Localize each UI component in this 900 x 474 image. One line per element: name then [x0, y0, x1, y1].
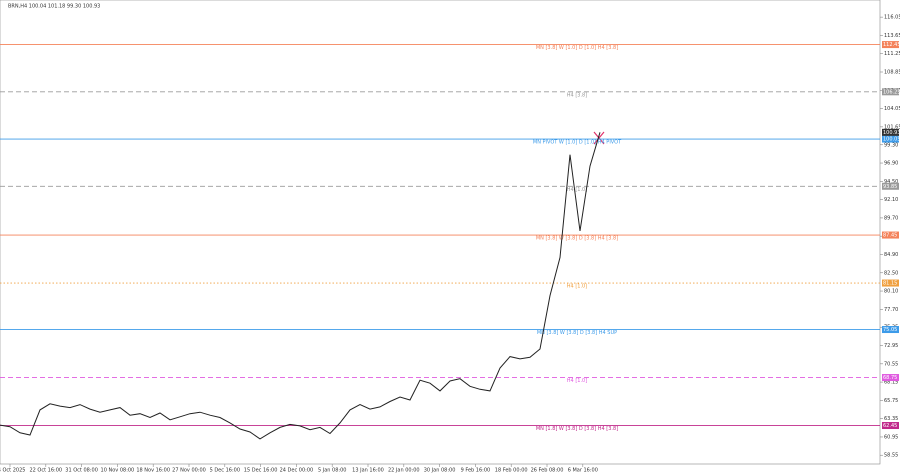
price-box [882, 279, 899, 287]
y-tick-label: 80.10 [884, 289, 898, 295]
x-tick-label: 30 Jan 08:00 [424, 468, 456, 474]
y-tick-label: 116.05 [884, 15, 900, 21]
level-tag: MN [1.8] W [3.8] D [3.8] H4 [3.8] [536, 426, 618, 432]
y-tick-label: 94.50 [884, 179, 898, 185]
current-price-label: 100.93 [883, 130, 900, 136]
y-tick-label: 65.75 [884, 398, 898, 404]
cross-marker [593, 131, 605, 145]
price-box [882, 182, 899, 190]
y-tick-label: 89.70 [884, 215, 898, 221]
price-box-label: 68.75 [883, 375, 897, 381]
plot-frame [0, 0, 881, 465]
price-box-label: 100.05 [883, 137, 900, 143]
x-tick-label: 9 Feb 16:00 [461, 468, 491, 474]
x-tick-label: 15 Dec 16:00 [244, 468, 278, 474]
y-tick-label: 77.70 [884, 307, 898, 313]
level-tag: MN [3.8] W [3.8] D [3.8] H4 [3.8] [536, 236, 618, 242]
y-tick-label: 72.95 [884, 343, 898, 349]
y-tick-label: 104.05 [884, 106, 900, 112]
level-tag: MN [3.8] W [3.8] D [3.8] H4 SUP [537, 330, 617, 336]
y-tick-label: 92.10 [884, 197, 898, 203]
price-box-label: 75.05 [883, 327, 897, 333]
price-box-label: 106.25 [883, 89, 900, 95]
price-box-label: 93.85 [883, 184, 897, 190]
x-tick-label: 18 Feb 00:00 [495, 468, 528, 474]
price-box [882, 326, 899, 334]
x-tick-label: 13 Jan 16:00 [352, 468, 384, 474]
y-tick-label: 111.25 [884, 51, 900, 57]
level-tag: H4 [3.8] [567, 92, 587, 98]
price-box [882, 231, 899, 239]
y-tick-label: 113.65 [884, 33, 900, 39]
y-tick-label: 68.15 [884, 380, 898, 386]
level-tag: H4 [1.0] [567, 187, 587, 193]
price-box [882, 422, 899, 430]
current-price-box [882, 128, 899, 136]
y-tick-label: 82.50 [884, 270, 898, 276]
price-box [882, 374, 899, 382]
y-tick-label: 63.35 [884, 416, 898, 422]
y-tick-label: 84.90 [884, 252, 898, 258]
y-tick-label: 60.95 [884, 434, 898, 440]
price-box-label: 81.15 [883, 281, 897, 287]
x-tick-label: 22 Oct 16:00 [29, 468, 62, 474]
y-tick-label: 99.30 [884, 142, 898, 148]
y-tick-label: 101.65 [884, 124, 900, 130]
y-tick-label: 108.85 [884, 70, 900, 76]
y-tick-label: 96.90 [884, 161, 898, 167]
chart-title: BRN,H4 100.04 101.18 99.30 100.93 [8, 4, 100, 10]
level-tag: H4 [1.0] [567, 284, 587, 290]
x-tick-label: 14 Oct 2025 [0, 468, 25, 474]
y-tick-label: 70.55 [884, 361, 898, 367]
level-tag: MN PIVOT W [1.0] D [1.0] H4 PIVOT [533, 140, 622, 146]
x-tick-label: 24 Dec 00:00 [280, 468, 314, 474]
x-tick-label: 27 Nov 00:00 [172, 468, 206, 474]
x-tick-label: 31 Oct 08:00 [65, 468, 98, 474]
x-tick-label: 26 Feb 08:00 [531, 468, 564, 474]
y-tick-label: 58.55 [884, 453, 898, 459]
x-tick-label: 22 Jan 00:00 [388, 468, 420, 474]
price-box [882, 88, 899, 96]
x-tick-label: 18 Nov 16:00 [136, 468, 170, 474]
price-box [882, 41, 899, 49]
level-tag: MN [3.8] W [1.0] D [1.0] H4 [3.8] [536, 45, 618, 51]
x-tick-label: 6 Mar 16:00 [568, 468, 598, 474]
x-tick-label: 5 Dec 16:00 [210, 468, 240, 474]
price-box-label: 112.45 [883, 42, 900, 48]
level-tag: H4 [1.0] [567, 378, 587, 384]
x-tick-label: 10 Nov 08:00 [101, 468, 135, 474]
price-box-label: 87.45 [883, 233, 897, 239]
price-line [0, 132, 601, 440]
price-box [882, 135, 899, 143]
x-tick-label: 5 Jan 08:00 [318, 468, 346, 474]
price-box-label: 62.45 [883, 423, 897, 429]
